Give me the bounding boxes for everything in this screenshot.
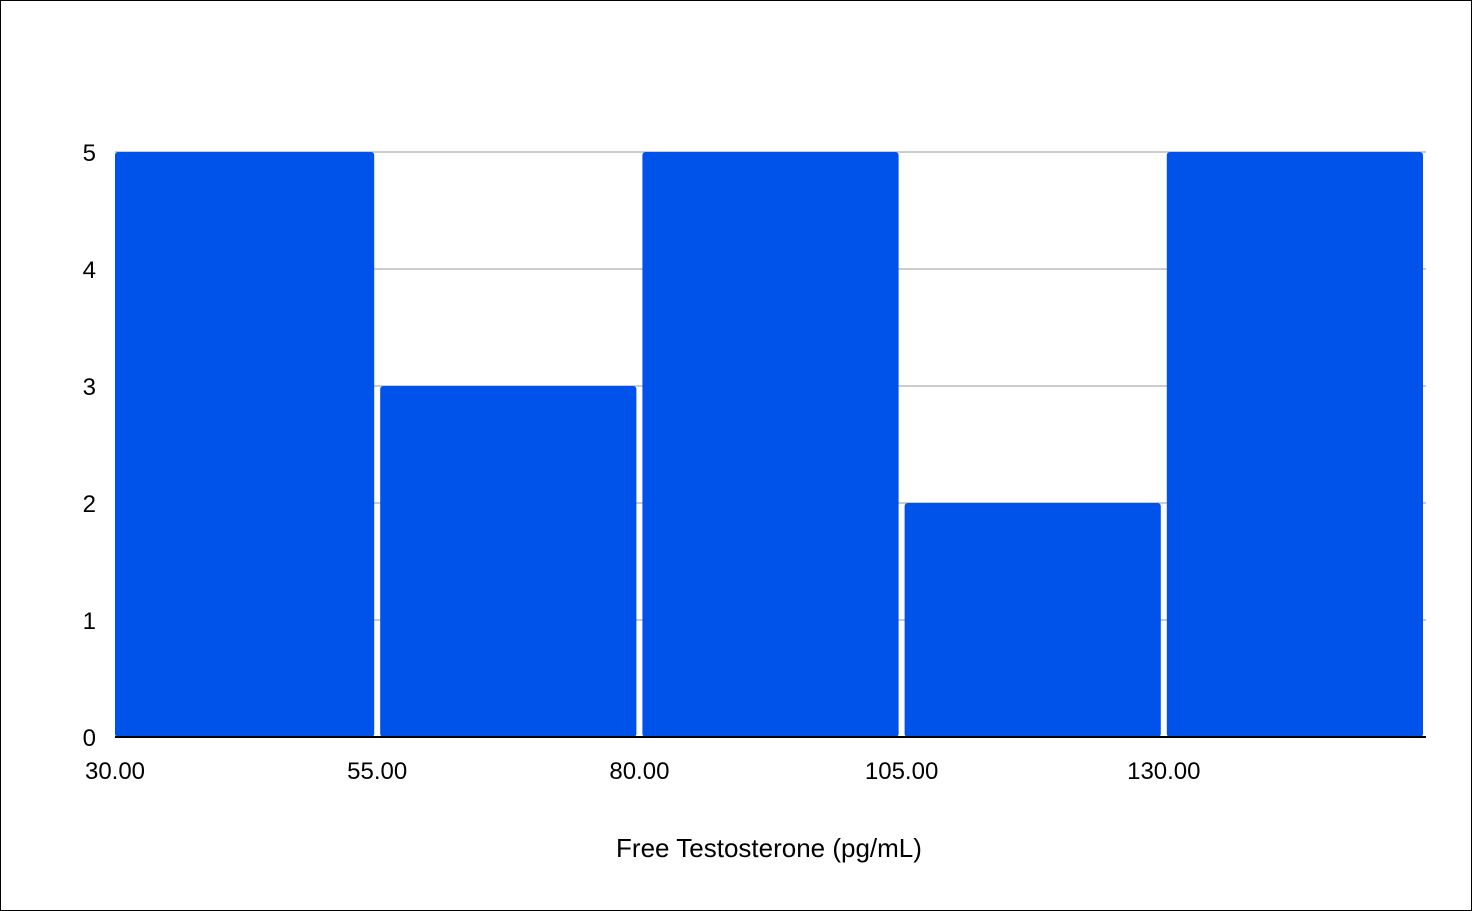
- histogram-bar: [115, 152, 375, 737]
- bars: [115, 152, 1423, 737]
- y-tick-labels: 0 1 2 3 4 5: [83, 140, 96, 752]
- histogram-bar: [1166, 152, 1423, 737]
- y-tick-label: 3: [83, 374, 96, 401]
- y-tick-label: 0: [83, 725, 96, 752]
- x-tick-label: 105.00: [865, 758, 938, 785]
- x-tick-labels: 30.00 55.00 80.00 105.00 130.00: [85, 758, 1201, 785]
- x-tick-label: 30.00: [85, 758, 145, 785]
- histogram-bar: [642, 152, 899, 737]
- histogram-bar: [380, 386, 637, 737]
- histogram-bar: [904, 503, 1161, 737]
- y-tick-label: 2: [83, 491, 96, 518]
- x-axis-title: Free Testosterone (pg/mL): [616, 833, 922, 863]
- y-tick-label: 4: [83, 257, 96, 284]
- x-tick-label: 55.00: [347, 758, 407, 785]
- y-tick-label: 5: [83, 140, 96, 167]
- y-tick-label: 1: [83, 608, 96, 635]
- x-tick-label: 130.00: [1127, 758, 1200, 785]
- x-tick-label: 80.00: [609, 758, 669, 785]
